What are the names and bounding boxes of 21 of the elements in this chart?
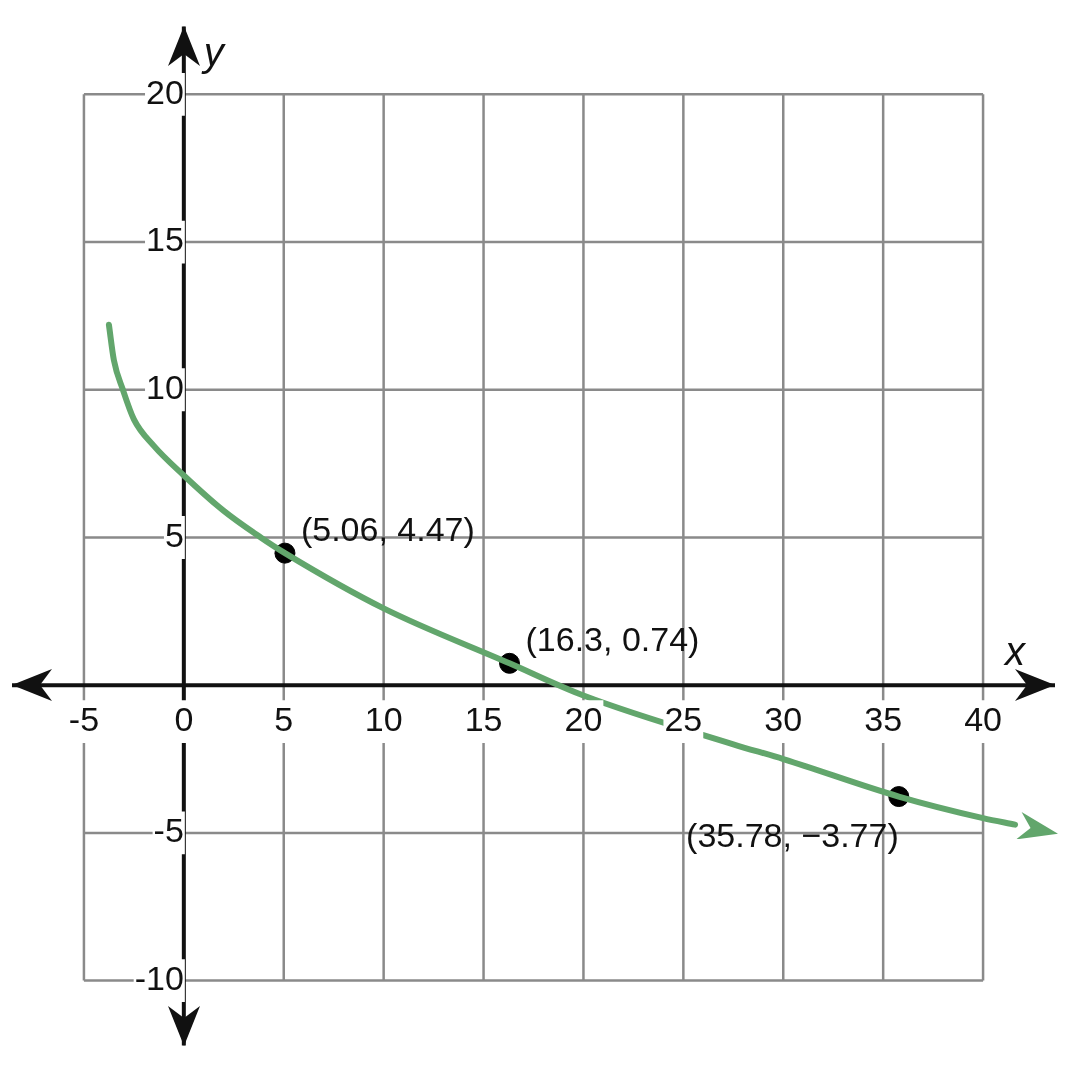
x-tick-label: 20: [564, 699, 603, 738]
x-tick-label: 5: [274, 699, 294, 738]
x-tick-label: 40: [964, 699, 1002, 738]
y-tick-label: -5: [153, 811, 184, 850]
annotation: (5.06, 4.47): [300, 510, 475, 549]
annotation: (16.3, 0.74): [525, 620, 700, 659]
x-tick-label: 35: [864, 699, 903, 738]
x-tick-label: 30: [764, 699, 803, 738]
y-axis-title: y: [200, 30, 227, 75]
y-tick-label: 20: [146, 72, 184, 111]
x-tick-label: -5: [68, 699, 100, 738]
x-tick-label: 0: [174, 699, 194, 738]
y-tick-label: -10: [134, 958, 184, 997]
annotation: (35.78, −3.77): [686, 815, 899, 854]
x-axis-title: x: [1003, 629, 1027, 674]
x-tick-label: 10: [364, 699, 403, 738]
x-tick-label: 25: [664, 699, 703, 738]
y-tick-label: 5: [164, 515, 184, 554]
x-tick-label: 15: [464, 699, 503, 738]
y-tick-label: 15: [146, 220, 184, 259]
y-tick-label: 10: [146, 368, 184, 407]
